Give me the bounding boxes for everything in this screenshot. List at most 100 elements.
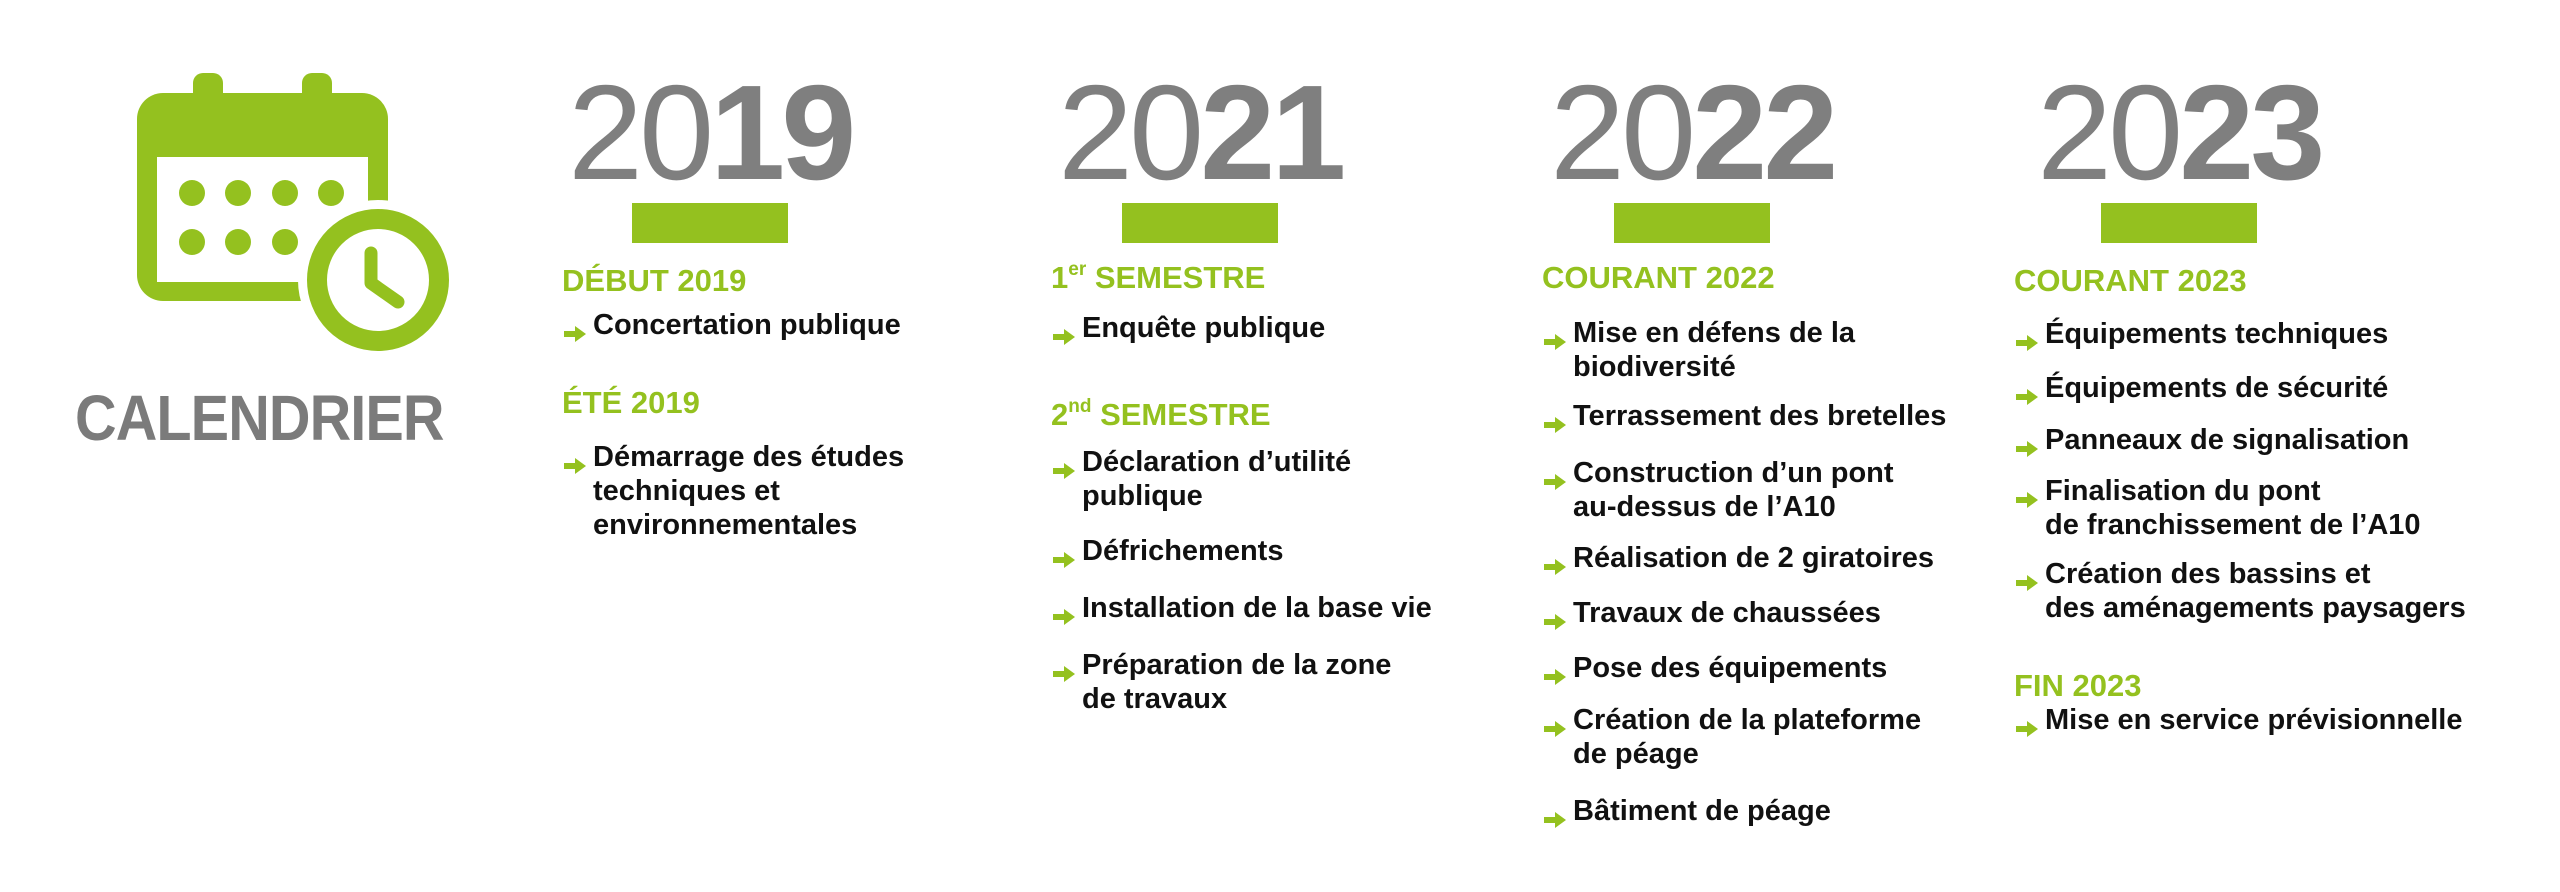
year-suffix: 19 <box>710 57 856 208</box>
list-item-line: de péage <box>1573 738 1699 770</box>
arrow-right-icon <box>2016 482 2038 508</box>
year-prefix: 20 <box>2037 57 2183 208</box>
list-item: Finalisation du pont de franchissement de… <box>2016 474 2421 542</box>
arrow-right-icon <box>2016 565 2038 591</box>
list-item-line: de franchissement de l’A10 <box>2045 509 2421 541</box>
arrow-right-icon <box>1053 542 1075 568</box>
arrow-right-icon <box>1053 599 1075 625</box>
list-item-line: Réalisation de 2 giratoires <box>1573 542 1935 574</box>
arrow-right-icon <box>2016 379 2038 405</box>
list-item-line: Construction d’un pont <box>1573 457 1894 489</box>
list-item-line: Équipements techniques <box>2045 318 2389 350</box>
section-heading: COURANT 2022 <box>1542 261 1775 295</box>
arrow-right-icon <box>2016 711 2038 737</box>
list-item: Travaux de chaussées <box>1544 596 1881 630</box>
list-item: Équipements techniques <box>2016 317 2388 351</box>
list-item-line: de travaux <box>1082 683 1228 715</box>
list-item-line: publique <box>1082 480 1203 512</box>
list-item-line: Pose des équipements <box>1573 652 1888 684</box>
list-item-line: Création de la plateforme <box>1573 704 1922 736</box>
arrow-right-icon <box>1053 453 1075 479</box>
list-item-line: Mise en service prévisionnelle <box>2045 704 2463 736</box>
list-item-line: biodiversité <box>1573 351 1736 383</box>
list-item-line: Déclaration d’utilité <box>1082 446 1352 478</box>
heading-text: SEMESTRE <box>1091 397 1271 432</box>
list-item-line: Installation de la base vie <box>1082 592 1432 624</box>
heading-superscript: nd <box>1068 396 1092 417</box>
list-item: Création de la plateforme de péage <box>1544 703 1921 771</box>
arrow-right-icon <box>564 448 586 474</box>
list-item: Réalisation de 2 giratoires <box>1544 541 1934 575</box>
section-heading: DÉBUT 2019 <box>562 264 746 298</box>
list-item: Panneaux de signalisation <box>2016 423 2409 457</box>
list-item-line: Mise en défens de la <box>1573 317 1856 349</box>
section-heading: ÉTÉ 2019 <box>562 386 700 420</box>
list-item: Bâtiment de péage <box>1544 794 1831 828</box>
list-item-line: Travaux de chaussées <box>1573 597 1881 629</box>
list-item-line: des aménagements paysagers <box>2045 592 2466 624</box>
year-suffix: 21 <box>1200 57 1346 208</box>
list-item-line: Bâtiment de péage <box>1573 795 1831 827</box>
list-item-line: Défrichements <box>1082 535 1284 567</box>
heading-number: 1 <box>1051 260 1069 295</box>
section-heading: 2nd SEMESTRE <box>1051 396 1271 432</box>
list-item: Installation de la base vie <box>1053 591 1432 625</box>
list-item: Préparation de la zone de travaux <box>1053 648 1391 716</box>
list-item-line: Équipements de sécurité <box>2045 372 2389 404</box>
section-heading: COURANT 2023 <box>2014 264 2247 298</box>
list-item-line: Terrassement des bretelles <box>1573 400 1947 432</box>
list-item: Pose des équipements <box>1544 651 1887 685</box>
list-item: Mise en service prévisionnelle <box>2016 703 2462 737</box>
year-prefix: 20 <box>568 57 714 208</box>
year-prefix: 20 <box>1058 57 1204 208</box>
year-label: 2021 <box>1058 65 1346 200</box>
heading-superscript: er <box>1068 259 1087 280</box>
list-item-line: Démarrage des études <box>593 441 905 473</box>
arrow-right-icon <box>1544 464 1566 490</box>
year-suffix: 23 <box>2179 57 2325 208</box>
year-prefix: 20 <box>1550 57 1696 208</box>
heading-text: FIN 2023 <box>2014 668 2142 703</box>
list-item: Équipements de sécurité <box>2016 371 2388 405</box>
list-item-line: Concertation publique <box>593 309 901 341</box>
arrow-right-icon <box>1544 659 1566 685</box>
list-item-line: Enquête publique <box>1082 312 1326 344</box>
list-item-line: Panneaux de signalisation <box>2045 424 2410 456</box>
list-item-line: Préparation de la zone <box>1082 649 1392 681</box>
arrow-right-icon <box>1544 407 1566 433</box>
section-heading: 1er SEMESTRE <box>1051 259 1266 295</box>
heading-text: COURANT 2022 <box>1542 260 1775 295</box>
year-underline-bar <box>1122 203 1278 243</box>
list-item: Déclaration d’utilité publique <box>1053 445 1351 513</box>
year-suffix: 22 <box>1692 57 1838 208</box>
list-item: Enquête publique <box>1053 311 1325 345</box>
arrow-right-icon <box>1053 319 1075 345</box>
heading-text: SEMESTRE <box>1086 260 1266 295</box>
section-heading: FIN 2023 <box>2014 669 2142 703</box>
list-item-line: environnementales <box>593 509 858 541</box>
list-item: Concertation publique <box>564 308 901 342</box>
arrow-right-icon <box>1544 604 1566 630</box>
list-item: Mise en défens de la biodiversité <box>1544 316 1855 384</box>
heading-text: DÉBUT 2019 <box>562 263 747 298</box>
list-item-line: Création des bassins et <box>2045 558 2371 590</box>
list-item: Terrassement des bretelles <box>1544 399 1946 433</box>
arrow-right-icon <box>564 316 586 342</box>
year-underline-bar <box>2101 203 2257 243</box>
list-item-line: au-dessus de l’A10 <box>1573 491 1836 523</box>
heading-number: 2 <box>1051 397 1069 432</box>
arrow-right-icon <box>1544 324 1566 350</box>
arrow-right-icon <box>1544 549 1566 575</box>
list-item: Défrichements <box>1053 534 1283 568</box>
heading-text: ÉTÉ 2019 <box>562 385 700 420</box>
year-label: 2019 <box>568 65 856 200</box>
year-label: 2022 <box>1550 65 1838 200</box>
year-underline-bar <box>1614 203 1770 243</box>
arrow-right-icon <box>2016 325 2038 351</box>
year-label: 2023 <box>2037 65 2325 200</box>
page-title: CALENDRIER <box>75 382 445 454</box>
arrow-right-icon <box>1544 802 1566 828</box>
arrow-right-icon <box>2016 431 2038 457</box>
list-item: Création des bassins et des aménagements … <box>2016 557 2466 625</box>
calendar-clock-icon <box>137 73 458 360</box>
